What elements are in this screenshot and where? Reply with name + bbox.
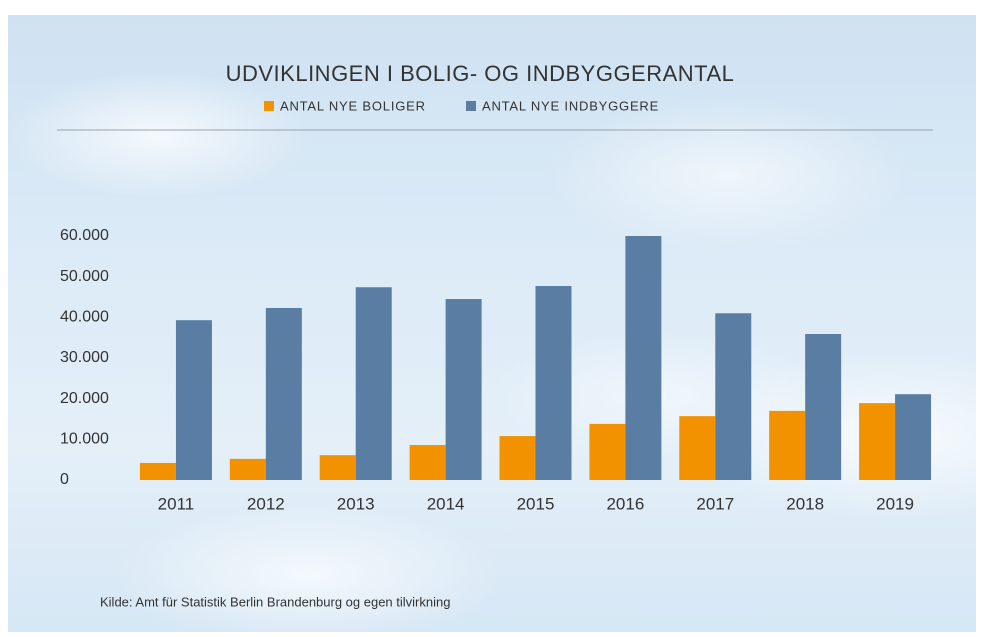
chart-title: UDVIKLINGEN I BOLIG- OG INDBYGGERANTAL	[226, 61, 735, 86]
x-tick-label: 2015	[517, 494, 555, 513]
bar	[175, 320, 212, 480]
background	[8, 15, 976, 632]
bar	[679, 416, 716, 480]
y-tick-label: 30.000	[60, 349, 109, 366]
legend-swatch	[466, 101, 476, 111]
bar	[625, 236, 662, 480]
y-tick-label: 50.000	[60, 268, 109, 285]
x-tick-label: 2011	[158, 494, 195, 513]
y-tick-label: 60.000	[60, 227, 109, 244]
x-tick-label: 2018	[786, 494, 824, 513]
bar	[805, 334, 842, 480]
y-tick-label: 0	[60, 471, 69, 488]
source-note: Kilde: Amt für Statistik Berlin Brandenb…	[100, 594, 450, 609]
x-tick-label: 2017	[696, 494, 734, 513]
bar	[769, 410, 806, 480]
bar	[859, 403, 896, 480]
bar	[445, 299, 482, 480]
y-tick-label: 20.000	[60, 390, 109, 407]
legend-label: ANTAL NYE BOLIGER	[280, 98, 426, 113]
bar	[265, 307, 302, 480]
x-tick-label: 2012	[247, 494, 285, 513]
legend-label: ANTAL NYE INDBYGGERE	[482, 98, 659, 113]
x-tick-label: 2014	[427, 494, 465, 513]
legend-swatch	[264, 101, 274, 111]
bar	[589, 423, 626, 480]
bar	[355, 287, 392, 480]
bar	[535, 286, 572, 480]
x-tick-label: 2013	[337, 494, 375, 513]
bar	[139, 462, 176, 480]
bar	[499, 436, 536, 480]
x-tick-label: 2016	[606, 494, 644, 513]
bar	[715, 313, 752, 480]
x-tick-label: 2019	[876, 494, 914, 513]
bar	[319, 455, 356, 480]
bar	[895, 394, 932, 480]
y-tick-label: 40.000	[60, 309, 109, 326]
bar	[409, 445, 446, 480]
bar	[229, 458, 266, 480]
y-tick-label: 10.000	[60, 431, 109, 448]
